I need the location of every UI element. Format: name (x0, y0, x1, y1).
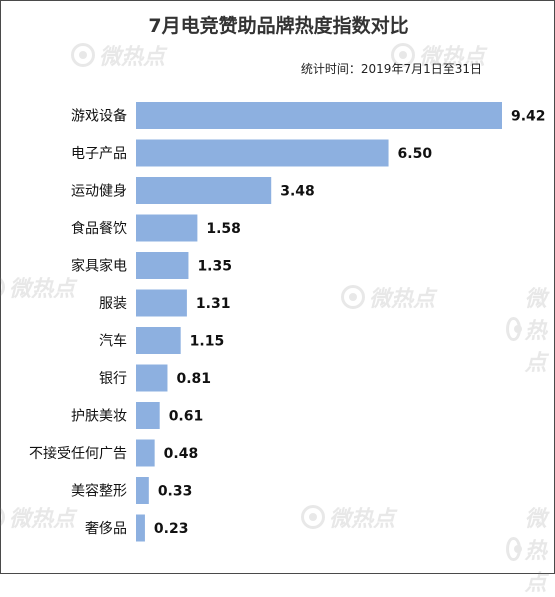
bar (136, 364, 168, 392)
bar (136, 402, 160, 429)
category-label: 运动健身 (71, 184, 127, 200)
bar (136, 439, 155, 467)
bar (136, 102, 502, 129)
value-label: 1.31 (196, 296, 231, 312)
bar (136, 177, 272, 204)
value-label: 3.48 (280, 184, 315, 200)
bar (136, 252, 189, 279)
value-label: 0.23 (154, 521, 189, 537)
category-label: 美容整形 (71, 483, 127, 500)
category-label: 奢侈品 (85, 521, 127, 537)
value-label: 1.15 (190, 334, 225, 350)
value-label: 0.81 (176, 371, 211, 387)
value-label: 9.42 (511, 109, 546, 125)
chart-subtitle: 统计时间：2019年7月1日至31日 (300, 62, 482, 76)
category-label: 家具家电 (71, 258, 127, 275)
bar (136, 477, 149, 504)
bar (136, 327, 181, 354)
value-label: 0.48 (164, 446, 199, 462)
value-label: 6.50 (398, 146, 433, 162)
value-label: 0.61 (169, 409, 204, 425)
category-label: 游戏设备 (71, 108, 127, 125)
category-label: 不接受任何广告 (29, 445, 127, 462)
bar (136, 514, 145, 542)
category-label: 食品餐饮 (71, 220, 127, 237)
category-label: 汽车 (99, 333, 127, 350)
bar (136, 214, 198, 242)
bar-chart: 游戏设备 9.42 电子产品 6.50 运动健身 3.48 食品餐饮 1.58 家具家电 1.35… (29, 102, 546, 542)
category-label: 护肤美妆 (71, 409, 127, 425)
chart-title: 7月电竞赞助品牌热度指数对比 (148, 15, 409, 37)
bar (136, 289, 187, 317)
category-label: 服装 (99, 296, 127, 312)
value-label: 1.58 (206, 221, 241, 237)
value-label: 0.33 (158, 484, 193, 500)
value-label: 1.35 (197, 259, 232, 275)
bar (136, 139, 389, 167)
category-label: 银行 (99, 371, 127, 387)
category-label: 电子产品 (71, 146, 127, 162)
